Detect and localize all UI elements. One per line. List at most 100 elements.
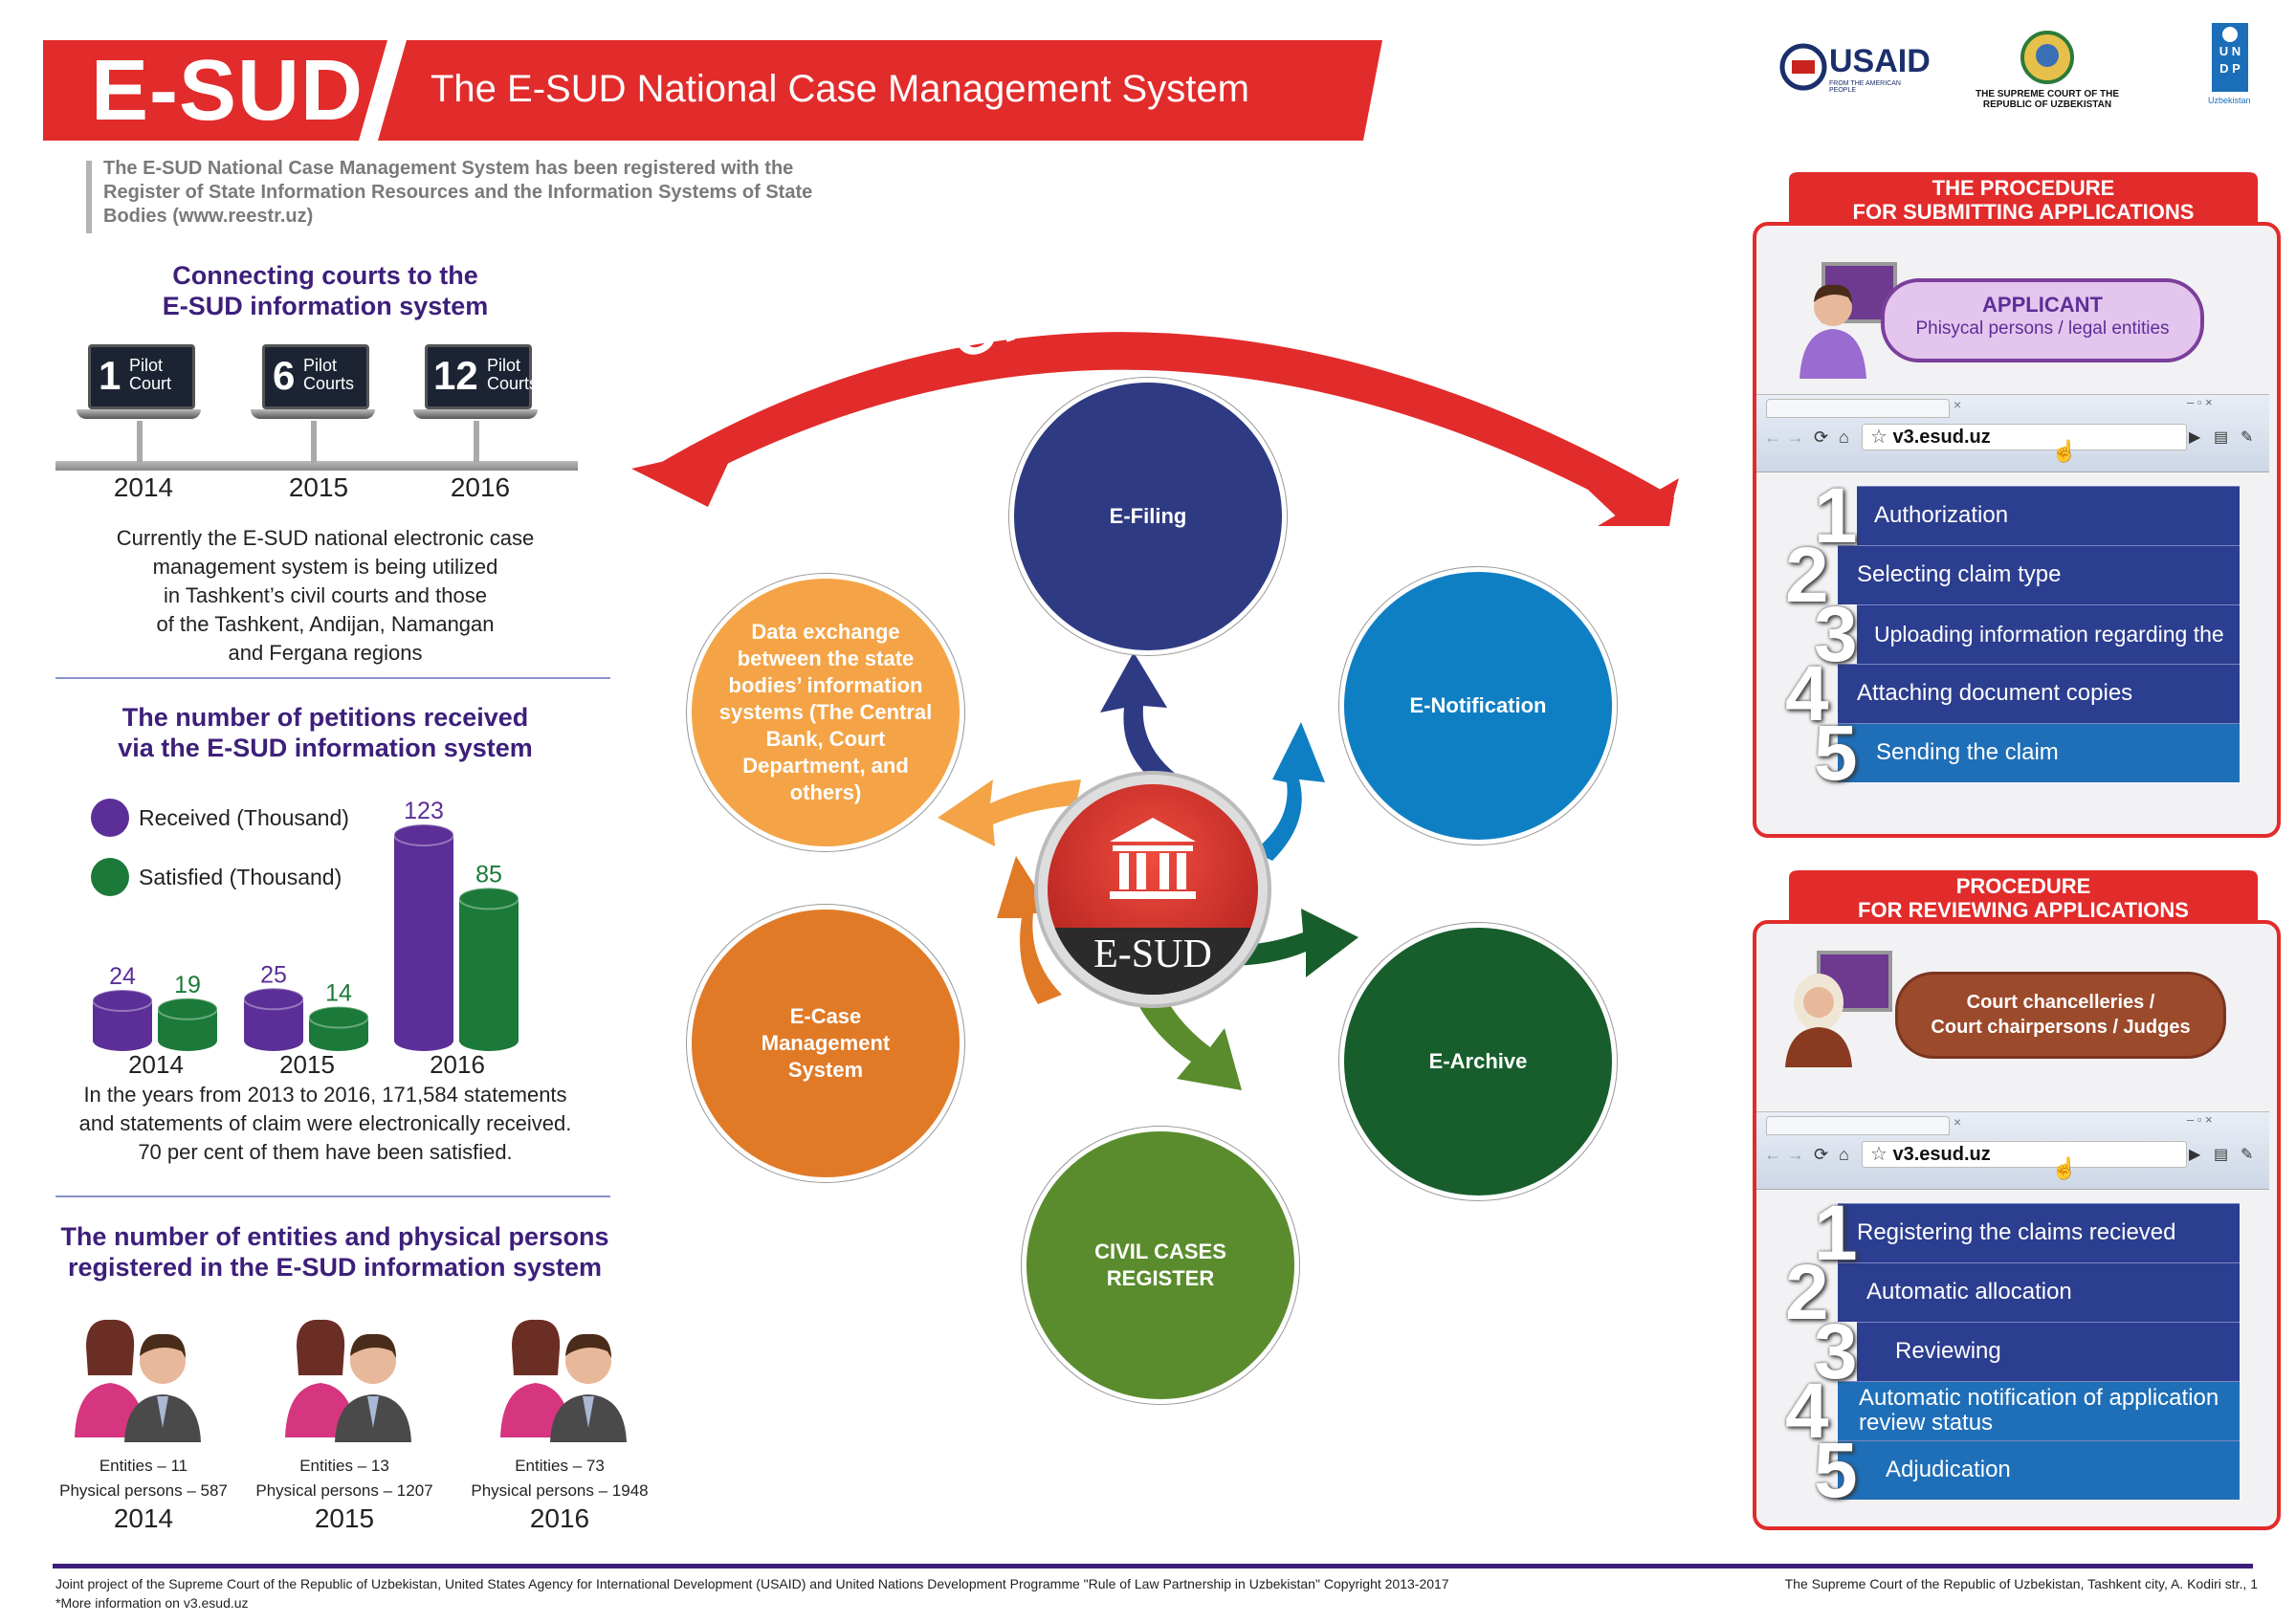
connecting-title: Connecting courts to the E-SUD informati…: [57, 260, 593, 321]
data-label: 123: [404, 798, 444, 824]
intro-text: The E-SUD National Case Management Syste…: [103, 158, 813, 227]
arrow-to-enotification: [1253, 722, 1325, 861]
submit-step-3[interactable]: Uploading information regarding the debt…: [1857, 604, 2240, 706]
page-menu-icon[interactable]: ▤: [2214, 1147, 2229, 1163]
laptop-label: Pilot Courts: [487, 357, 538, 393]
step-number: 2: [1785, 532, 1829, 619]
submit-step-1[interactable]: Authorization: [1857, 486, 2240, 545]
wrench-icon[interactable]: ✎: [2241, 429, 2254, 446]
hub: E-SUD: [1038, 775, 1268, 1004]
step-number: 5: [1814, 1427, 1858, 1514]
usaid-logo: USAID FROM THE AMERICAN PEOPLE: [1779, 38, 1931, 96]
nav-forward-icon[interactable]: →: [1787, 428, 1804, 447]
court-emblem-icon: [2020, 31, 2074, 84]
entities-count: Entities – 73: [515, 1457, 605, 1475]
entities-item-2014: Entities – 11 Physical persons – 587 201…: [38, 1454, 249, 1534]
review-step-5[interactable]: Adjudication: [1838, 1440, 2240, 1500]
laptop-base: [251, 409, 375, 419]
ecase-line: E-Case: [789, 1004, 862, 1028]
people-icon: [500, 1319, 627, 1442]
review-step-2[interactable]: Automatic allocation: [1838, 1262, 2240, 1322]
url-text: v3.esud.uz: [1892, 1144, 1991, 1165]
laptop-2015: 6 Pilot Courts: [251, 344, 375, 430]
window-controls-icon[interactable]: – ▫ ×: [2187, 1112, 2213, 1127]
submit-panel-head: THE PROCEDURE FOR SUBMITTING APPLICATION…: [1775, 176, 2272, 224]
laptop-label-line1: Pilot: [303, 356, 338, 375]
step-number: 4: [1785, 650, 1829, 737]
url-bar[interactable]: ☆ v3.esud.uz: [1862, 424, 2187, 450]
x-tick-label: 2014: [128, 1050, 184, 1079]
laptop-count: 1: [99, 353, 121, 398]
review-step-3[interactable]: Reviewing: [1857, 1322, 2240, 1381]
connecting-title-line2: E-SUD information system: [162, 292, 489, 320]
close-tab-icon[interactable]: ×: [1954, 397, 1962, 412]
star-icon[interactable]: ☆: [1870, 427, 1888, 448]
entities-count: Entities – 11: [99, 1457, 188, 1475]
node-exchange: Data exchange between the state bodies’ …: [687, 574, 964, 851]
step-label: Selecting claim type: [1857, 561, 2062, 587]
browser-tab[interactable]: [1766, 1116, 1950, 1135]
laptop-screen: 6 Pilot Courts: [262, 344, 369, 409]
submit-step-2[interactable]: Selecting claim type: [1838, 545, 2240, 604]
review-steps: Registering the claims recieved Automati…: [1785, 1195, 2254, 1514]
persons-count: Physical persons – 587: [59, 1481, 228, 1500]
arc-arrow-left: [631, 445, 737, 507]
nav-back-icon[interactable]: ←: [1764, 428, 1781, 447]
review-head-line2: FOR REVIEWING APPLICATIONS: [1858, 898, 2189, 922]
footer-credit: Joint project of the Supreme Court of th…: [55, 1576, 1449, 1591]
star-icon[interactable]: ☆: [1870, 1144, 1888, 1165]
judges-pill-line1: Court chancelleries /: [1966, 992, 2155, 1013]
entities-title-line2: registered in the E-SUD information syst…: [67, 1253, 603, 1282]
entities-count: Entities – 13: [299, 1457, 389, 1475]
go-icon[interactable]: ▶: [2189, 429, 2201, 446]
bar-top: [308, 1005, 369, 1029]
review-head-line1: PROCEDURE: [1955, 874, 2091, 898]
applicant-icon: [1799, 262, 1897, 379]
submit-step-5[interactable]: Sending the claim: [1838, 723, 2240, 782]
title-banner: E-SUD The E-SUD National Case Management…: [43, 40, 1382, 141]
svg-text:U N: U N: [2219, 44, 2241, 58]
step-number: 2: [1785, 1249, 1829, 1336]
node-earchive: E-Archive: [1339, 923, 1617, 1200]
timeline-stem: [137, 421, 143, 463]
nav-back-icon[interactable]: ←: [1764, 1145, 1781, 1164]
url-bar[interactable]: ☆ v3.esud.uz: [1862, 1141, 2187, 1168]
pointer-cursor-icon: ☝: [2051, 439, 2078, 463]
ecase-line: System: [787, 1058, 864, 1082]
reload-icon[interactable]: ⟳: [1814, 428, 1829, 447]
browser-tab[interactable]: [1766, 399, 1950, 418]
reload-icon[interactable]: ⟳: [1814, 1145, 1829, 1164]
review-step-4[interactable]: Automatic notification of application re…: [1838, 1381, 2240, 1440]
bar: [93, 1000, 152, 1051]
data-label: 85: [475, 861, 502, 888]
laptop-2016: 12 Pilot Courts: [413, 344, 538, 430]
wrench-icon[interactable]: ✎: [2241, 1147, 2254, 1163]
supreme-court-label: THE SUPREME COURT OF THE REPUBLIC OF UZB…: [1975, 89, 2119, 110]
connecting-text: Currently the E-SUD national electronic …: [57, 524, 593, 668]
laptop-label: Pilot Court: [129, 357, 171, 393]
laptop-base: [413, 409, 538, 419]
exchange-line: Data exchange: [751, 620, 900, 644]
window-controls-icon[interactable]: – ▫ ×: [2187, 395, 2213, 409]
arrow-to-ecase: [997, 856, 1062, 1004]
timeline-stem: [311, 421, 317, 463]
go-icon[interactable]: ▶: [2189, 1147, 2201, 1163]
close-tab-icon[interactable]: ×: [1954, 1114, 1962, 1130]
intro-accent-bar: [86, 161, 92, 233]
data-label: 19: [174, 972, 201, 998]
connecting-text-line: in Tashkent’s civil courts and those: [164, 583, 487, 607]
divider: [55, 677, 610, 679]
applicant-sub: Phisycal persons / legal entities: [1915, 318, 2170, 339]
step-label: Attaching document copies: [1857, 680, 2133, 706]
home-icon[interactable]: ⌂: [1839, 1145, 1849, 1164]
bar-top: [92, 989, 153, 1013]
page-menu-icon[interactable]: ▤: [2214, 429, 2229, 446]
usaid-tagline: FROM THE AMERICAN PEOPLE: [1829, 80, 1901, 94]
step-number: 1: [1814, 1190, 1858, 1277]
review-step-1[interactable]: Registering the claims recieved: [1838, 1203, 2240, 1262]
nav-forward-icon[interactable]: →: [1787, 1145, 1804, 1164]
petitions-title-line1: The number of petitions received: [121, 703, 529, 732]
submit-step-4[interactable]: Attaching document copies: [1838, 664, 2240, 723]
review-panel-head: PROCEDURE FOR REVIEWING APPLICATIONS: [1775, 874, 2272, 922]
home-icon[interactable]: ⌂: [1839, 428, 1849, 447]
